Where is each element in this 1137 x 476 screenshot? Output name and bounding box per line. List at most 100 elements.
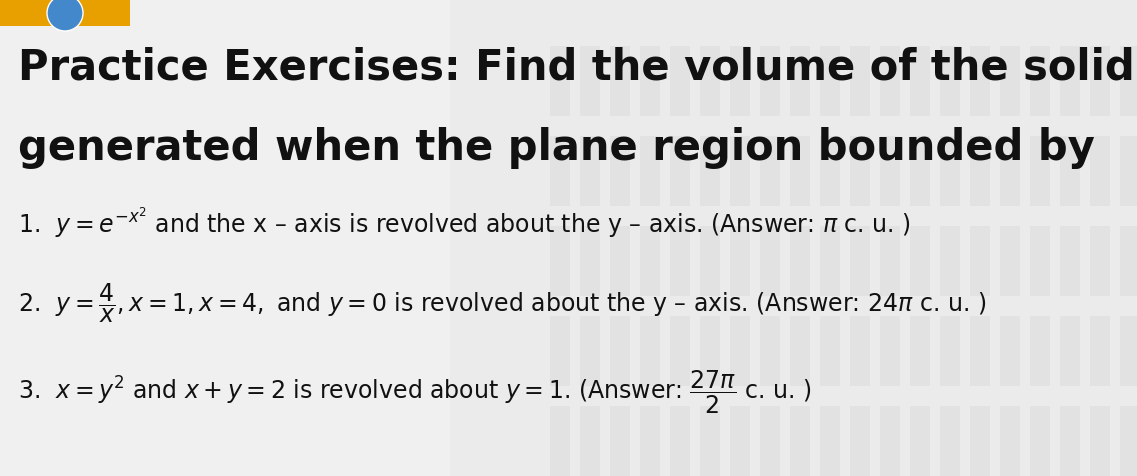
- Bar: [1001, 406, 1020, 476]
- Bar: [1001, 317, 1020, 386]
- Bar: [580, 137, 600, 207]
- Bar: [790, 47, 810, 117]
- Bar: [820, 47, 840, 117]
- Bar: [609, 137, 630, 207]
- Bar: [970, 227, 990, 297]
- Bar: [1030, 227, 1049, 297]
- Bar: [730, 317, 750, 386]
- Bar: [1060, 227, 1080, 297]
- Bar: [1001, 227, 1020, 297]
- Bar: [760, 317, 780, 386]
- Bar: [910, 227, 930, 297]
- Bar: [670, 47, 690, 117]
- Bar: [940, 47, 960, 117]
- Text: 1.  $y = e^{-x^2}$ and the x – axis is revolved about the y – axis. (Answer: $\p: 1. $y = e^{-x^2}$ and the x – axis is re…: [18, 205, 911, 239]
- Bar: [1030, 47, 1049, 117]
- Bar: [940, 406, 960, 476]
- Bar: [820, 137, 840, 207]
- Bar: [730, 227, 750, 297]
- Bar: [1030, 317, 1049, 386]
- Bar: [1030, 137, 1049, 207]
- Bar: [580, 47, 600, 117]
- Bar: [910, 137, 930, 207]
- Bar: [670, 406, 690, 476]
- Text: 3.  $x = y^2$ and $x + y = 2$ is revolved about $y = 1$. (Answer: $\dfrac{27\pi}: 3. $x = y^2$ and $x + y = 2$ is revolved…: [18, 368, 812, 416]
- Bar: [640, 137, 659, 207]
- Bar: [1060, 137, 1080, 207]
- Bar: [850, 406, 870, 476]
- Bar: [1120, 227, 1137, 297]
- Bar: [609, 317, 630, 386]
- Text: 2.  $y = \dfrac{4}{x}, x = 1, x = 4,$ and $y = 0$ is revolved about the y – axis: 2. $y = \dfrac{4}{x}, x = 1, x = 4,$ and…: [18, 281, 986, 325]
- Bar: [550, 47, 570, 117]
- Bar: [970, 47, 990, 117]
- Bar: [1001, 137, 1020, 207]
- Bar: [700, 227, 720, 297]
- Bar: [910, 317, 930, 386]
- Bar: [550, 227, 570, 297]
- Bar: [1120, 406, 1137, 476]
- Bar: [1090, 137, 1110, 207]
- Bar: [880, 227, 901, 297]
- Bar: [940, 137, 960, 207]
- Bar: [550, 317, 570, 386]
- Bar: [820, 406, 840, 476]
- Bar: [880, 317, 901, 386]
- Bar: [550, 137, 570, 207]
- Bar: [1060, 47, 1080, 117]
- Bar: [790, 227, 810, 297]
- Bar: [1120, 137, 1137, 207]
- Bar: [609, 406, 630, 476]
- Bar: [1090, 317, 1110, 386]
- Bar: [700, 317, 720, 386]
- Bar: [670, 137, 690, 207]
- Bar: [730, 47, 750, 117]
- Bar: [1120, 47, 1137, 117]
- Bar: [940, 227, 960, 297]
- Bar: [940, 317, 960, 386]
- Bar: [970, 137, 990, 207]
- Bar: [640, 227, 659, 297]
- Bar: [1090, 406, 1110, 476]
- Bar: [760, 406, 780, 476]
- Bar: [580, 317, 600, 386]
- Circle shape: [47, 0, 83, 32]
- Bar: [550, 406, 570, 476]
- Bar: [1030, 406, 1049, 476]
- Bar: [850, 227, 870, 297]
- Bar: [640, 47, 659, 117]
- Bar: [790, 406, 810, 476]
- Bar: [580, 406, 600, 476]
- Bar: [760, 47, 780, 117]
- Bar: [580, 227, 600, 297]
- Bar: [609, 47, 630, 117]
- Bar: [1090, 227, 1110, 297]
- Bar: [1060, 317, 1080, 386]
- Bar: [850, 47, 870, 117]
- Bar: [850, 317, 870, 386]
- Bar: [850, 137, 870, 207]
- Bar: [820, 227, 840, 297]
- Text: generated when the plane region bounded by: generated when the plane region bounded …: [18, 127, 1095, 169]
- Bar: [700, 406, 720, 476]
- Bar: [730, 406, 750, 476]
- Bar: [640, 317, 659, 386]
- Bar: [670, 317, 690, 386]
- Bar: [670, 227, 690, 297]
- Bar: [1120, 317, 1137, 386]
- Bar: [730, 137, 750, 207]
- Bar: [880, 406, 901, 476]
- Bar: [640, 406, 659, 476]
- Bar: [910, 406, 930, 476]
- Bar: [880, 137, 901, 207]
- Bar: [0, 0, 130, 27]
- Bar: [880, 47, 901, 117]
- Bar: [1060, 406, 1080, 476]
- Bar: [970, 406, 990, 476]
- Bar: [820, 317, 840, 386]
- Bar: [700, 47, 720, 117]
- Bar: [760, 227, 780, 297]
- Bar: [609, 227, 630, 297]
- Bar: [1090, 47, 1110, 117]
- Bar: [450, 0, 1137, 476]
